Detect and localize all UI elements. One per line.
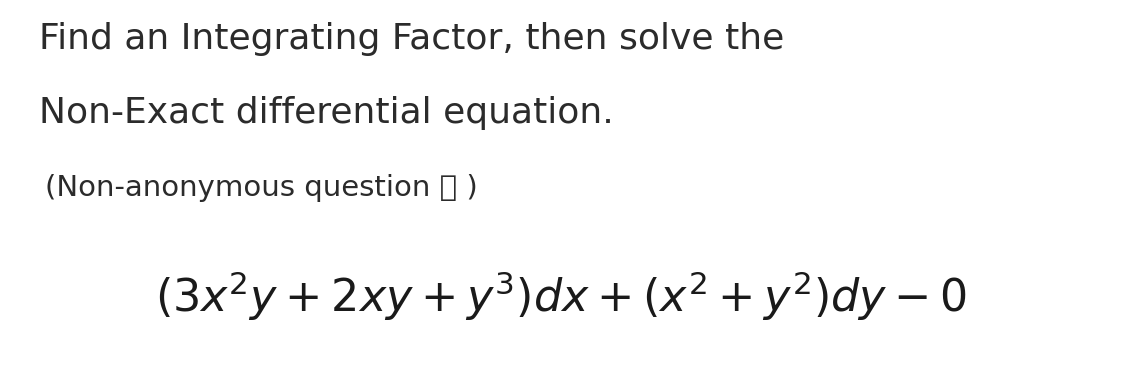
Text: Non-Exact differential equation.: Non-Exact differential equation. <box>39 96 614 130</box>
Text: Find an Integrating Factor, then solve the: Find an Integrating Factor, then solve t… <box>39 22 785 56</box>
Text: $(3x^2y + 2xy + y^3)dx + (x^2 + y^2)dy - 0$: $(3x^2y + 2xy + y^3)dx + (x^2 + y^2)dy -… <box>155 270 966 324</box>
Text: (Non-anonymous question ⓘ ): (Non-anonymous question ⓘ ) <box>45 173 478 202</box>
